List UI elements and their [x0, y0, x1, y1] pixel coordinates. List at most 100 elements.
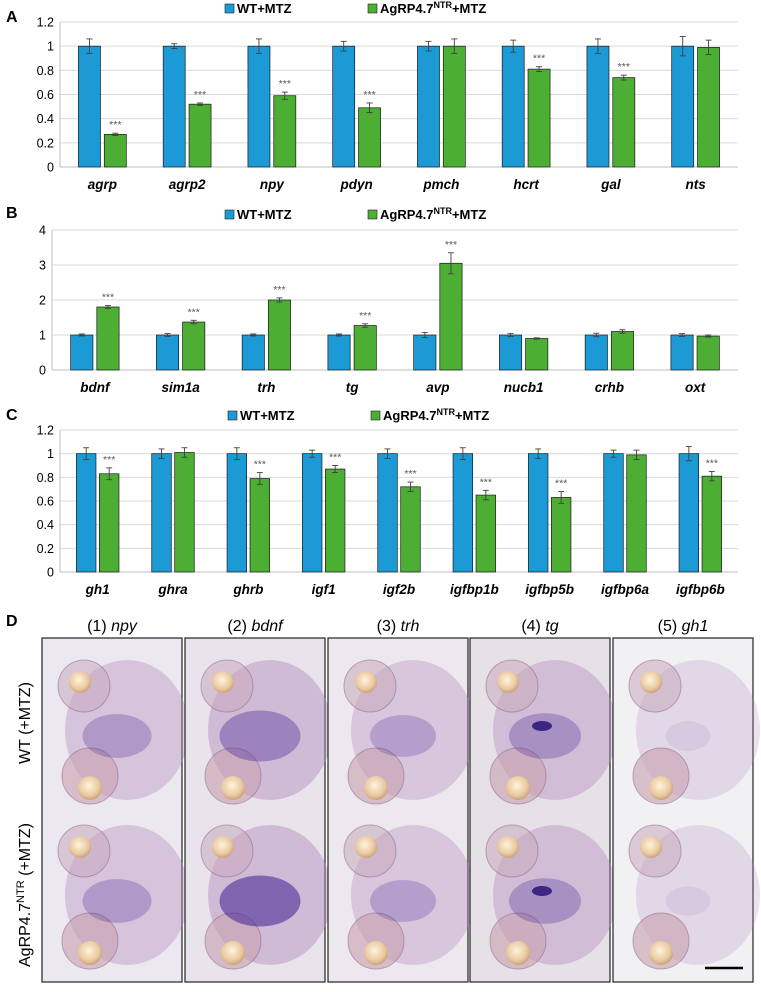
bar-wt-nts — [671, 45, 695, 168]
significance-marker-sim1a: *** — [188, 306, 200, 318]
bar-wt-igf1 — [302, 453, 323, 573]
bar-agrp-npy — [273, 95, 297, 168]
bar-agrp-ghra — [174, 452, 195, 573]
legend-label-agrp-suffix: +MTZ — [452, 207, 486, 222]
legend-label-agrp-prefix: AgRP4.7 — [383, 408, 436, 423]
eye-lens — [506, 776, 530, 800]
error-bar-agrp-trh — [276, 297, 283, 303]
error-bar-wt-gal — [594, 38, 601, 54]
legend-label-agrp-sup: NTR — [433, 206, 452, 216]
y-tick-label: 1 — [39, 329, 46, 343]
y-tick-label: 0.8 — [37, 471, 54, 485]
significance-marker-tg: *** — [359, 310, 371, 322]
error-bar-wt-crhb — [593, 332, 600, 338]
bar-agrp-nts — [697, 47, 720, 168]
error-bar-agrp-gh1 — [106, 467, 113, 481]
bar-wt-gal — [586, 45, 610, 168]
bar-agrp-agrp2 — [188, 103, 212, 168]
column-gene: trh — [401, 618, 420, 635]
y-tick-label: 1 — [47, 447, 54, 461]
error-bar-wt-agrp — [86, 38, 93, 54]
error-bar-agrp-agrp2 — [197, 102, 204, 106]
row-label-wt: WT (+MTZ) — [17, 682, 34, 764]
larva-head-tg-wt — [485, 659, 617, 805]
error-bar-agrp-avp — [447, 252, 454, 275]
error-bar-wt-igfbp6b — [685, 446, 692, 462]
stain-signal — [82, 714, 152, 758]
error-bar-wt-sim1a — [164, 333, 171, 337]
bar-wt-agrp — [78, 45, 101, 168]
column-title-trh: (3) trh — [377, 618, 420, 635]
eye-lens — [640, 836, 662, 858]
bar-wt-tg — [327, 334, 351, 371]
bar-agrp-sim1a — [182, 321, 206, 371]
bar-wt-nucb1 — [499, 334, 523, 371]
significance-marker-pdyn: *** — [363, 89, 375, 101]
bar-wt-bdnf — [70, 334, 94, 371]
bar-agrp-crhb — [610, 331, 634, 371]
y-tick-label: 2 — [39, 294, 46, 308]
legend-swatch-wt — [224, 3, 235, 14]
column-gene: npy — [111, 618, 138, 635]
category-label-avp: avp — [426, 380, 449, 395]
error-bar-agrp-igfbp5b — [558, 491, 565, 504]
error-bar-agrp-igfbp1b — [482, 489, 489, 501]
stain-signal — [370, 715, 436, 757]
significance-marker-avp: *** — [445, 239, 457, 251]
category-label-igfbp5b: igfbp5b — [525, 582, 574, 597]
column-gene: tg — [545, 618, 558, 635]
significance-marker-hcrt: *** — [533, 53, 545, 65]
eye-lens — [497, 671, 519, 693]
y-tick-label: 3 — [39, 259, 46, 273]
bar-agrp-pmch — [442, 45, 466, 168]
eye-lens — [78, 941, 102, 965]
significance-marker-igfbp5b: *** — [555, 478, 567, 490]
error-bar-wt-igf1 — [309, 449, 316, 458]
eye-lens — [221, 941, 245, 965]
stain-signal — [82, 879, 152, 923]
bar-wt-pdyn — [332, 45, 356, 168]
y-tick-label: 0.6 — [37, 495, 54, 509]
category-label-nucb1: nucb1 — [504, 380, 544, 395]
legend-label-agrp-sup: NTR — [436, 407, 455, 417]
error-bar-agrp-igfbp6a — [633, 449, 640, 461]
column-gene: bdnf — [251, 618, 284, 635]
bar-agrp-igfbp5b — [551, 497, 572, 573]
significance-marker-trh: *** — [273, 284, 285, 296]
error-bar-agrp-crhb — [619, 329, 626, 334]
legend-label-wt: WT+MTZ — [237, 1, 292, 16]
larva-head-trh-agrp — [343, 824, 475, 970]
eye-lens — [506, 941, 530, 965]
error-bar-wt-ghrb — [233, 447, 240, 461]
eye-lens — [649, 776, 673, 800]
error-bar-agrp-agrp — [112, 132, 119, 137]
significance-marker-agrp: *** — [109, 119, 121, 131]
legend-swatch-wt — [227, 410, 238, 421]
error-bar-wt-nts — [679, 36, 686, 57]
error-bar-agrp-nucb1 — [533, 337, 540, 340]
stain-signal-thyroid — [532, 886, 552, 896]
bar-agrp-igf2b — [400, 486, 421, 573]
in-situ-image-panel: (1) npy (2) bdnf (3) trh (4) tg (5) gh1 WT (+… — [15, 618, 760, 983]
category-label-agrp: agrp — [88, 177, 117, 192]
stain-signal — [370, 880, 436, 922]
bar-agrp-trh — [267, 299, 291, 371]
eye-lens — [649, 941, 673, 965]
category-label-agrp2: agrp2 — [169, 177, 206, 192]
error-bar-wt-bdnf — [78, 333, 85, 337]
legend-swatch-agrp — [370, 410, 381, 421]
eye-lens — [212, 836, 234, 858]
stain-signal-thyroid — [532, 721, 552, 731]
column-title-bdnf: (2) bdnf — [227, 618, 284, 635]
error-bar-wt-ghra — [158, 448, 165, 459]
error-bar-wt-avp — [421, 332, 428, 338]
eye-lens — [78, 776, 102, 800]
error-bar-agrp-ghra — [181, 447, 188, 458]
bar-agrp-bdnf — [96, 306, 120, 371]
error-bar-wt-igfbp1b — [459, 447, 466, 461]
error-bar-agrp-gal — [620, 74, 627, 81]
column-number: (2) — [227, 618, 247, 635]
column-title-npy: (1) npy — [87, 618, 138, 635]
error-bar-agrp-ghrb — [256, 472, 263, 485]
significance-marker-igfbp6b: *** — [706, 457, 718, 469]
